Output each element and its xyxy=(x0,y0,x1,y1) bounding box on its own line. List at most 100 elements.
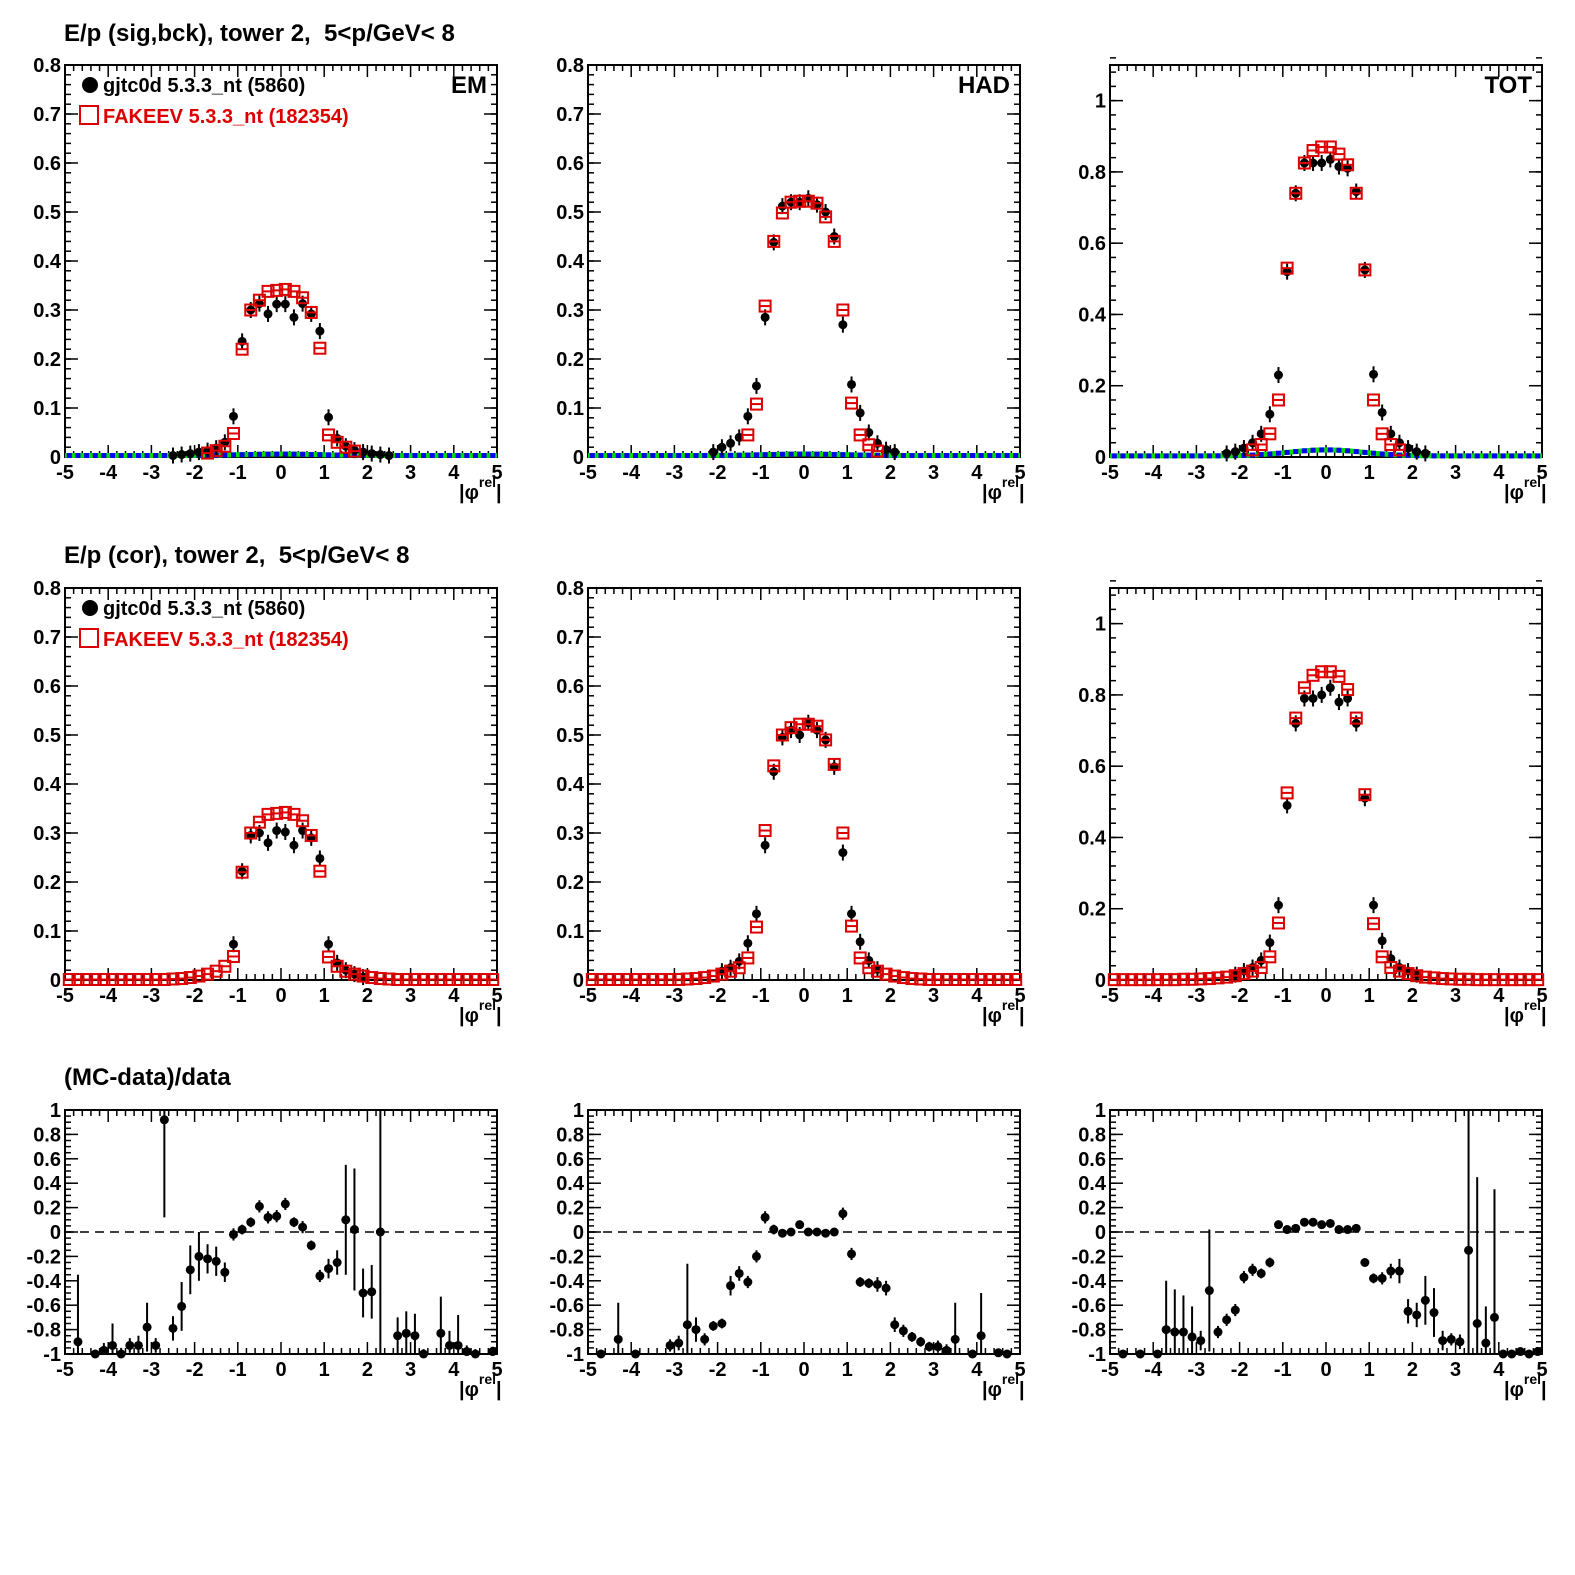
x-tick-label: -3 xyxy=(666,985,684,1007)
data-point xyxy=(315,326,325,336)
background-blue-point xyxy=(1466,453,1472,459)
data-point xyxy=(280,1199,290,1209)
background-blue-point xyxy=(118,453,124,459)
x-tick-label: -2 xyxy=(709,1359,727,1381)
mc-point xyxy=(1297,156,1311,170)
mc-point xyxy=(1254,961,1268,975)
y-tick-label: 0.4 xyxy=(556,1173,585,1195)
mc-point xyxy=(706,969,720,983)
mc-point xyxy=(201,967,215,981)
data-point xyxy=(881,1283,891,1293)
background-blue-point xyxy=(1526,453,1532,459)
background-blue-point xyxy=(1206,453,1212,459)
data-point xyxy=(743,411,753,421)
x-axis-label-sup: rel xyxy=(479,997,496,1013)
data-point xyxy=(185,449,195,459)
y-tick-label: -0.8 xyxy=(27,1320,61,1342)
data-point xyxy=(263,838,273,848)
legend-data-label: gjtc0d 5.3.3_nt (5860) xyxy=(103,75,305,97)
mc-point xyxy=(741,428,755,442)
mc-point xyxy=(244,303,258,317)
x-axis-label: |φrel| xyxy=(982,474,1025,504)
data-point xyxy=(1317,690,1327,700)
mc-point xyxy=(870,444,884,458)
background-blue-point xyxy=(308,451,314,457)
data-point xyxy=(1515,1347,1525,1357)
x-axis-label-sup: rel xyxy=(479,1371,496,1387)
data-point xyxy=(349,1225,359,1235)
data-point xyxy=(1489,1312,1499,1322)
mc-point xyxy=(322,428,336,442)
data-point xyxy=(769,1225,779,1235)
mc-point xyxy=(827,234,841,248)
y-tick-label: 0.3 xyxy=(33,823,61,845)
data-point xyxy=(847,379,857,389)
x-tick-label: 5 xyxy=(1014,1359,1025,1381)
y-tick-label: 0.8 xyxy=(1078,162,1106,184)
y-tick-label: 0.8 xyxy=(33,55,61,77)
data-point xyxy=(872,1279,882,1289)
background-blue-point xyxy=(952,453,958,459)
data-point xyxy=(168,1323,178,1333)
x-tick-label: -3 xyxy=(1188,462,1206,484)
background-blue-point xyxy=(633,453,639,459)
data-point xyxy=(1118,1349,1128,1359)
background-blue-point xyxy=(771,451,777,457)
panel-label-tot: TOT xyxy=(1484,72,1532,99)
data-point xyxy=(631,1349,641,1359)
x-tick-label: 3 xyxy=(1450,462,1461,484)
x-tick-label: 1 xyxy=(319,462,330,484)
y-tick-label: 0.8 xyxy=(33,578,61,600)
panel-ratio-tot: -5 -4 -3 -2 -1 0 1 2 3 4 5|φrel|-1-0.8-0.6-0.4-0.2… xyxy=(1072,1100,1548,1401)
background-blue-point xyxy=(446,453,452,459)
x-tick-label: 4 xyxy=(971,462,983,484)
data-point xyxy=(1472,1319,1482,1328)
background-blue-point xyxy=(334,452,340,458)
plot-frame xyxy=(1109,587,1543,981)
data-point xyxy=(1222,1315,1232,1325)
background-blue-point xyxy=(935,453,941,459)
x-axis-label-sup: rel xyxy=(1002,997,1019,1013)
data-point xyxy=(1317,1220,1327,1230)
x-tick-label: -4 xyxy=(99,462,118,484)
y-tick-label: 0.2 xyxy=(1078,376,1106,398)
data-point xyxy=(237,1225,247,1235)
x-tick-label: 1 xyxy=(1364,1359,1375,1381)
mc-point xyxy=(313,341,327,355)
background-blue-point xyxy=(110,453,116,459)
background-blue-point xyxy=(1004,453,1010,459)
y-tick-label: 0.8 xyxy=(556,578,584,600)
y-tick-label: 0.5 xyxy=(556,725,584,747)
panel-label-had: HAD xyxy=(958,72,1010,99)
mc-point xyxy=(732,961,746,975)
data-point xyxy=(332,1258,342,1267)
mc-point xyxy=(810,719,824,733)
background-blue-point xyxy=(874,452,880,458)
x-axis-label-sup: rel xyxy=(479,474,496,490)
background-blue-point xyxy=(995,453,1001,459)
mc-point xyxy=(218,439,232,453)
data-point xyxy=(1282,1225,1292,1235)
background-blue-point xyxy=(230,452,236,458)
background-blue-point xyxy=(805,451,811,457)
background-blue-point xyxy=(753,452,759,458)
data-point xyxy=(838,1209,848,1219)
y-tick-label: 0.4 xyxy=(1078,1173,1107,1195)
background-blue-point xyxy=(464,453,470,459)
background-blue-point xyxy=(1457,453,1463,459)
x-tick-label: -3 xyxy=(143,462,161,484)
y-tick-label: 1 xyxy=(573,1100,584,1122)
data-point xyxy=(228,411,238,421)
background-blue-point xyxy=(1137,453,1143,459)
background-blue-point xyxy=(719,452,725,458)
data-point xyxy=(1507,1349,1517,1359)
mc-point xyxy=(767,234,781,248)
y-tick-label: 0.1 xyxy=(556,398,584,420)
background-blue-point xyxy=(472,453,478,459)
data-point xyxy=(306,1240,316,1250)
background-blue-point xyxy=(282,451,288,457)
data-point xyxy=(1291,1223,1301,1233)
x-tick-label: 5 xyxy=(1014,985,1025,1007)
mc-point xyxy=(1392,443,1406,457)
data-point xyxy=(847,1249,857,1259)
